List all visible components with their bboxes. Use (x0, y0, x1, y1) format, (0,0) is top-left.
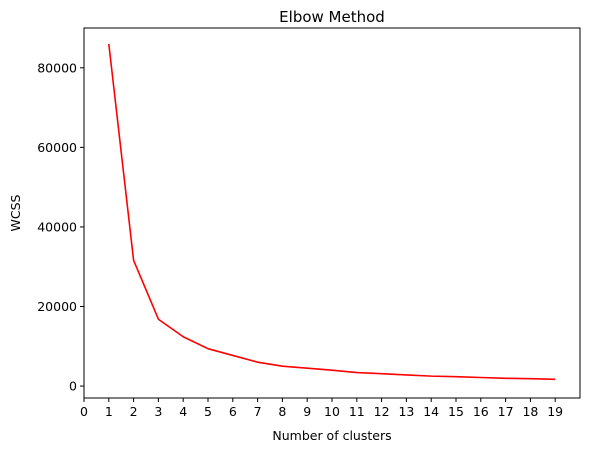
y-tick-label: 80000 (37, 60, 77, 75)
y-tick-label: 20000 (37, 299, 77, 314)
x-tick-label: 1 (105, 404, 113, 419)
x-tick-label: 4 (179, 404, 187, 419)
x-tick-label: 19 (547, 404, 563, 419)
y-axis: 0 20000 40000 60000 80000 (37, 60, 84, 394)
y-tick-label: 60000 (37, 140, 77, 155)
plot-area (108, 43, 556, 381)
x-axis: 0 1 2 3 4 5 6 7 8 9 10 11 12 13 14 15 16 17 18 19 (80, 398, 563, 419)
x-tick-label: 9 (303, 404, 311, 419)
x-tick-label: 2 (130, 404, 138, 419)
wcss-line (108, 43, 556, 381)
x-tick-label: 15 (448, 404, 464, 419)
x-tick-label: 5 (204, 404, 212, 419)
y-tick-label: 0 (69, 379, 77, 394)
y-tick-label: 40000 (37, 219, 77, 234)
x-tick-label: 13 (398, 404, 414, 419)
x-tick-label: 7 (254, 404, 262, 419)
x-tick-label: 17 (498, 404, 514, 419)
x-tick-label: 16 (473, 404, 489, 419)
x-tick-label: 8 (278, 404, 286, 419)
x-tick-label: 0 (80, 404, 88, 419)
chart-title: Elbow Method (279, 8, 385, 26)
x-tick-label: 14 (423, 404, 439, 419)
x-tick-label: 6 (229, 404, 237, 419)
plot-frame (83, 27, 581, 399)
x-axis-title: Number of clusters (272, 428, 391, 443)
x-tick-label: 18 (522, 404, 538, 419)
x-tick-label: 12 (374, 404, 390, 419)
x-tick-label: 11 (349, 404, 365, 419)
x-tick-label: 10 (324, 404, 340, 419)
y-axis-title: WCSS (8, 194, 23, 231)
x-tick-label: 3 (154, 404, 162, 419)
